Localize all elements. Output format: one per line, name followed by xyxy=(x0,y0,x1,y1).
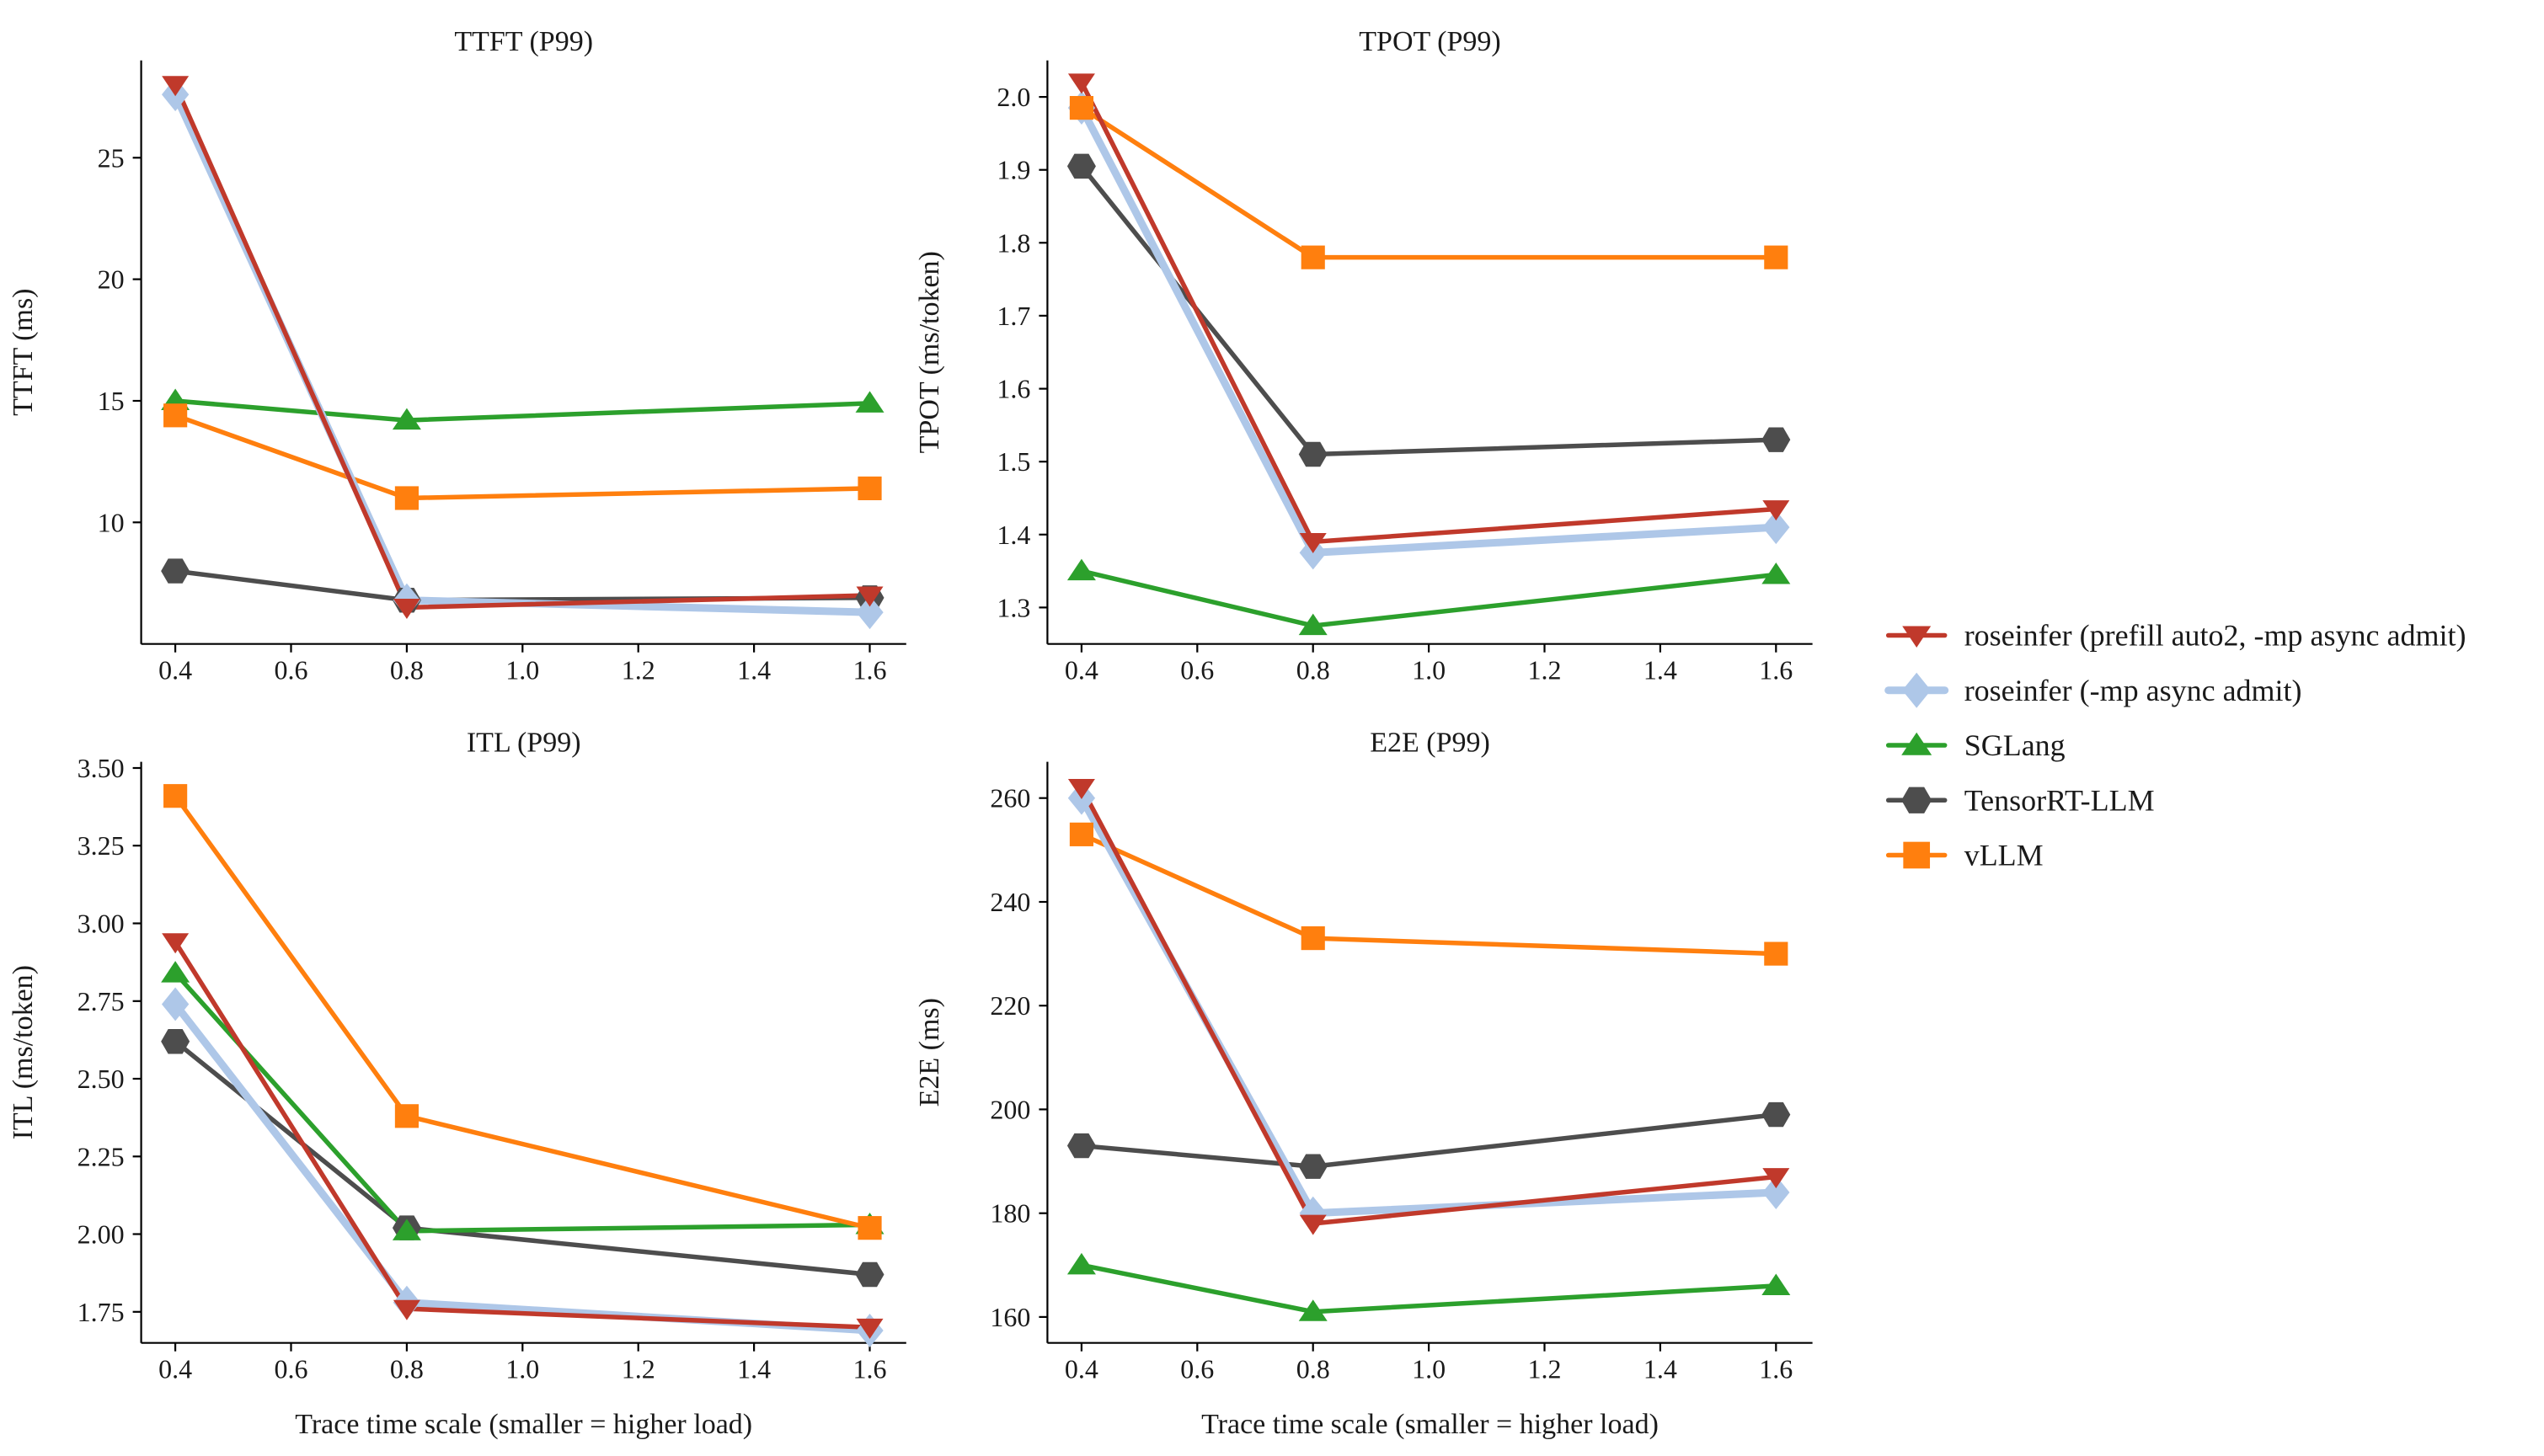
svg-text:1.0: 1.0 xyxy=(1412,655,1446,685)
svg-text:1.4: 1.4 xyxy=(1643,1354,1677,1384)
svg-text:1.2: 1.2 xyxy=(1528,655,1562,685)
svg-text:25: 25 xyxy=(98,142,125,173)
svg-text:TensorRT-LLM: TensorRT-LLM xyxy=(1964,783,2155,817)
svg-text:0.4: 0.4 xyxy=(158,655,192,685)
svg-text:2.50: 2.50 xyxy=(77,1064,125,1094)
svg-text:0.8: 0.8 xyxy=(1296,655,1330,685)
svg-text:1.2: 1.2 xyxy=(1528,1354,1562,1384)
svg-text:ITL (ms/token): ITL (ms/token) xyxy=(8,965,39,1139)
svg-text:0.4: 0.4 xyxy=(1065,1354,1098,1384)
svg-text:1.6: 1.6 xyxy=(1759,655,1793,685)
svg-text:160: 160 xyxy=(990,1302,1030,1332)
svg-text:Trace time scale (smaller = hi: Trace time scale (smaller = higher load) xyxy=(295,1409,752,1440)
svg-text:200: 200 xyxy=(990,1094,1030,1124)
svg-text:1.8: 1.8 xyxy=(997,227,1030,258)
svg-text:1.0: 1.0 xyxy=(1412,1354,1446,1384)
svg-text:2.00: 2.00 xyxy=(77,1219,125,1250)
svg-text:3.00: 3.00 xyxy=(77,909,125,939)
svg-text:E2E (ms): E2E (ms) xyxy=(914,998,945,1107)
svg-text:1.2: 1.2 xyxy=(622,655,655,685)
svg-text:0.4: 0.4 xyxy=(158,1354,192,1384)
svg-text:2.75: 2.75 xyxy=(77,986,125,1016)
svg-text:vLLM: vLLM xyxy=(1964,839,2044,872)
svg-text:1.4: 1.4 xyxy=(737,655,771,685)
svg-text:1.4: 1.4 xyxy=(1643,655,1677,685)
svg-text:1.6: 1.6 xyxy=(853,655,887,685)
svg-text:ITL (P99): ITL (P99) xyxy=(467,728,581,759)
svg-text:0.6: 0.6 xyxy=(275,1354,308,1384)
svg-text:1.5: 1.5 xyxy=(997,446,1030,477)
svg-text:E2E (P99): E2E (P99) xyxy=(1370,728,1490,759)
svg-text:1.75: 1.75 xyxy=(77,1297,125,1327)
svg-text:1.6: 1.6 xyxy=(1759,1354,1793,1384)
svg-text:SGLang: SGLang xyxy=(1964,728,2066,762)
svg-text:2.0: 2.0 xyxy=(997,82,1030,112)
svg-text:220: 220 xyxy=(990,990,1030,1021)
svg-text:260: 260 xyxy=(990,783,1030,813)
svg-text:10: 10 xyxy=(98,507,125,537)
svg-text:1.0: 1.0 xyxy=(505,1354,539,1384)
svg-text:roseinfer (-mp async admit): roseinfer (-mp async admit) xyxy=(1964,674,2302,707)
svg-text:180: 180 xyxy=(990,1198,1030,1229)
svg-text:2.25: 2.25 xyxy=(77,1141,125,1171)
svg-text:0.4: 0.4 xyxy=(1065,655,1098,685)
svg-text:0.8: 0.8 xyxy=(390,655,424,685)
svg-text:1.3: 1.3 xyxy=(997,592,1030,622)
svg-text:1.6: 1.6 xyxy=(853,1354,887,1384)
svg-text:1.6: 1.6 xyxy=(997,374,1030,404)
svg-text:0.6: 0.6 xyxy=(1180,1354,1214,1384)
svg-text:Trace time scale (smaller = hi: Trace time scale (smaller = higher load) xyxy=(1201,1409,1659,1440)
svg-text:roseinfer (prefill auto2, -mp: roseinfer (prefill auto2, -mp async admi… xyxy=(1964,619,2467,653)
svg-text:3.25: 3.25 xyxy=(77,830,125,861)
svg-text:1.4: 1.4 xyxy=(997,520,1030,550)
svg-text:1.9: 1.9 xyxy=(997,155,1030,185)
svg-text:1.7: 1.7 xyxy=(997,301,1030,331)
svg-text:240: 240 xyxy=(990,887,1030,917)
svg-text:15: 15 xyxy=(98,386,125,416)
svg-text:20: 20 xyxy=(98,264,125,295)
svg-text:3.50: 3.50 xyxy=(77,753,125,783)
svg-text:TTFT (P99): TTFT (P99) xyxy=(454,26,593,57)
svg-text:1.4: 1.4 xyxy=(737,1354,771,1384)
svg-text:0.8: 0.8 xyxy=(1296,1354,1330,1384)
svg-text:TPOT (ms/token): TPOT (ms/token) xyxy=(914,251,945,453)
svg-text:1.0: 1.0 xyxy=(505,655,539,685)
svg-text:0.8: 0.8 xyxy=(390,1354,424,1384)
svg-text:0.6: 0.6 xyxy=(275,655,308,685)
svg-text:1.2: 1.2 xyxy=(622,1354,655,1384)
svg-text:0.6: 0.6 xyxy=(1180,655,1214,685)
svg-text:TTFT (ms): TTFT (ms) xyxy=(8,288,39,415)
svg-text:TPOT (P99): TPOT (P99) xyxy=(1359,26,1500,57)
